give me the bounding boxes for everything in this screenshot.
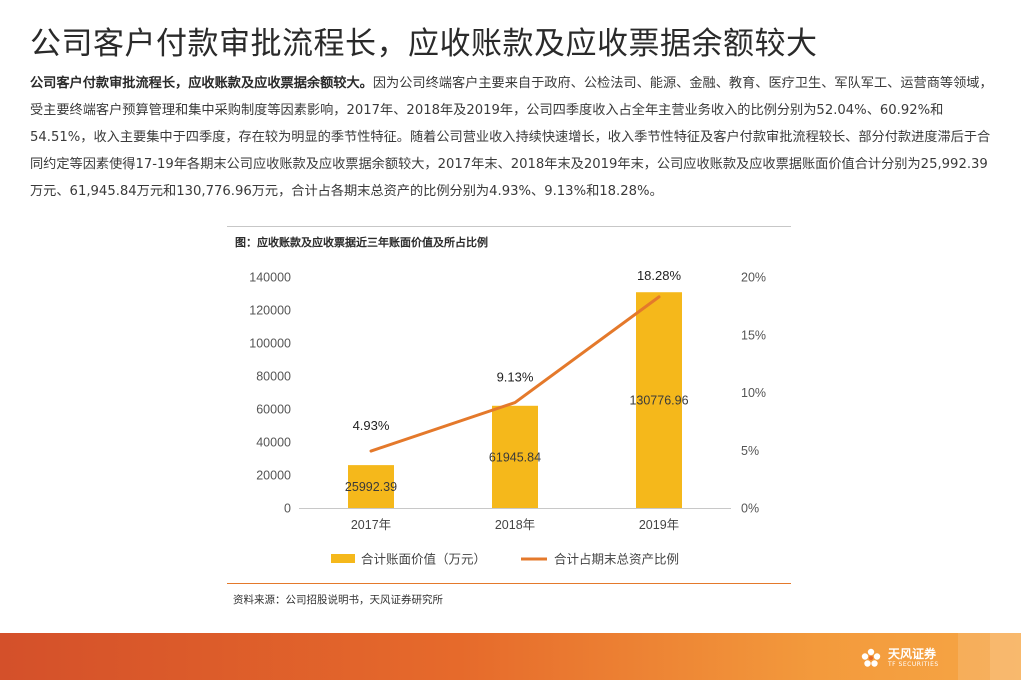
legend-line-label: 合计占期末总资产比例: [554, 552, 679, 567]
body-paragraph: 公司客户付款审批流程长，应收账款及应收票据余额较大。因为公司终端客户主要来自于政…: [30, 70, 995, 205]
y-left-tick-label: 60000: [256, 403, 291, 417]
y-right-tick-label: 15%: [741, 328, 766, 342]
page-title: 公司客户付款审批流程长，应收账款及应收票据余额较大: [30, 26, 818, 62]
legend-bar-label: 合计账面价值（万元）: [361, 552, 486, 567]
line-value-label: 9.13%: [497, 370, 534, 385]
source-note: 资料来源：公司招股说明书，天风证券研究所: [233, 594, 443, 606]
logo-name-cn: 天风证券: [888, 646, 937, 661]
x-tick-label: 2019年: [639, 518, 679, 532]
x-tick-label: 2017年: [351, 518, 391, 532]
line-value-label: 18.28%: [637, 268, 682, 283]
y-left-tick-label: 80000: [256, 370, 291, 384]
y-left-tick-label: 100000: [249, 337, 291, 351]
x-tick-label: 2018年: [495, 518, 535, 532]
line-value-label: 4.93%: [353, 418, 390, 433]
y-right-tick-label: 0%: [741, 502, 759, 516]
y-left-tick-label: 140000: [249, 271, 291, 285]
series-line: [369, 295, 661, 453]
bar: [492, 405, 538, 508]
lead-sentence: 公司客户付款审批流程长，应收账款及应收票据余额较大。: [30, 76, 373, 91]
chart-bottom-rule: [227, 583, 791, 584]
company-logo: 天风证券 TF SECURITIES: [860, 645, 939, 671]
y-left-tick-label: 40000: [256, 436, 291, 450]
chart-caption: 图：应收账款及应收票据近三年账面价值及所占比例: [235, 236, 488, 249]
y-right-tick-label: 10%: [741, 386, 766, 400]
y-left-tick-label: 120000: [249, 304, 291, 318]
footer-band: [0, 633, 1021, 680]
bar-value-label: 25992.39: [345, 480, 397, 494]
bar-value-label: 61945.84: [489, 450, 541, 464]
paragraph-text: 因为公司终端客户主要来自于政府、公检法司、能源、金融、教育、医疗卫生、军队军工、…: [30, 76, 993, 199]
bar-value-label: 130776.96: [629, 394, 688, 408]
y-right-tick-label: 20%: [741, 271, 766, 285]
bar: [636, 292, 682, 508]
chart-top-rule: [227, 226, 791, 227]
footer-decor-square: [990, 633, 1021, 680]
y-left-tick-label: 0: [284, 502, 291, 516]
flower-logo-icon: [860, 647, 882, 669]
footer-decor-square: [958, 633, 990, 680]
legend-bar-swatch: [331, 554, 355, 563]
bar: [348, 465, 394, 508]
chart-frame: 图：应收账款及应收票据近三年账面价值及所占比例 0 20000 40000 60000…: [227, 226, 791, 586]
y-right-tick-label: 5%: [741, 444, 759, 458]
combo-chart: 0 20000 40000 60000 80000 100000 120000 140000 0…: [249, 268, 766, 567]
y-left-tick-label: 20000: [256, 469, 291, 483]
logo-name-en: TF SECURITIES: [888, 660, 939, 668]
